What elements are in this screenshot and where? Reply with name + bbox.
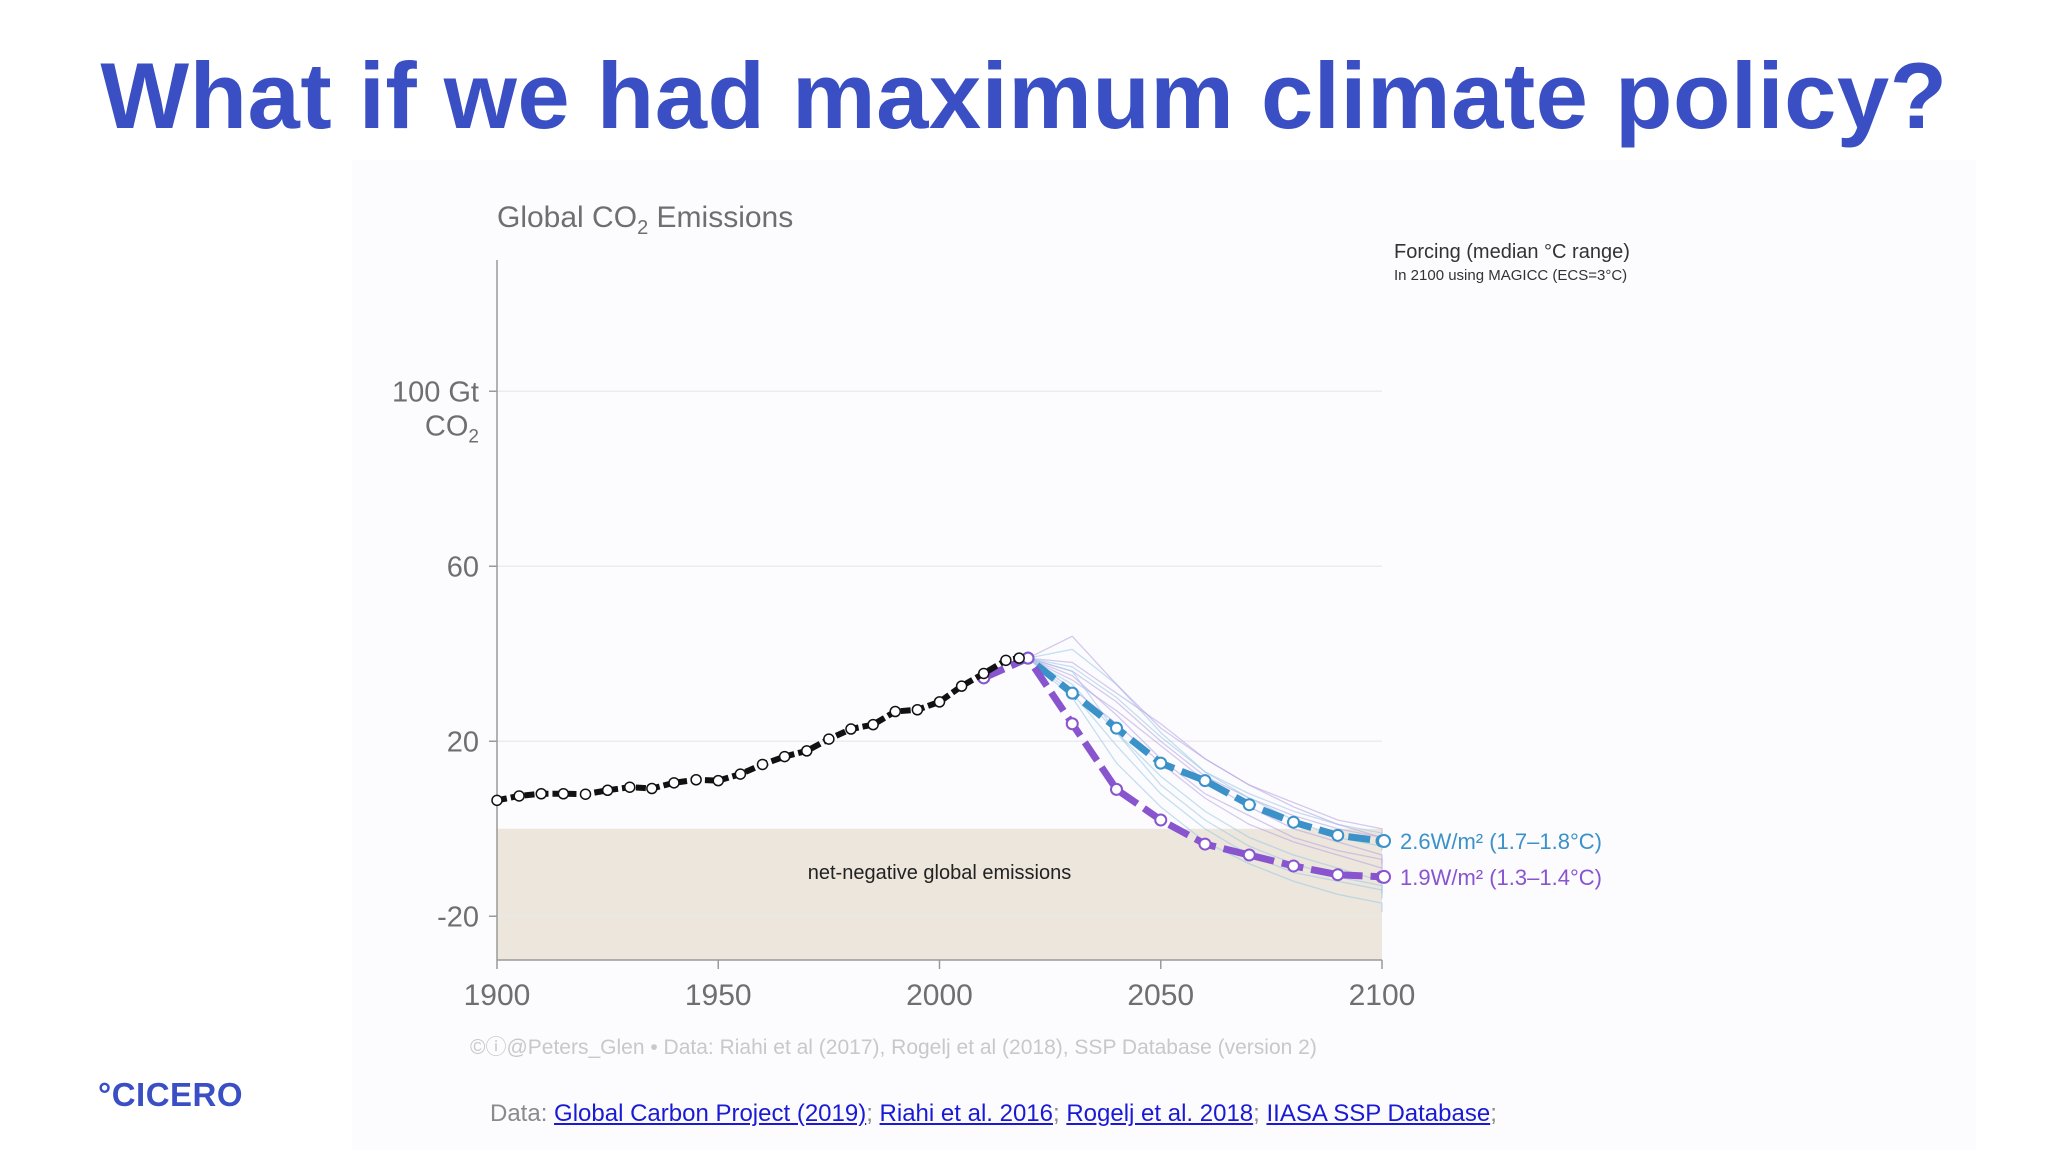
y-tick-label: 60 <box>447 551 479 583</box>
series-point <box>1331 828 1345 842</box>
series-point <box>1110 721 1123 735</box>
scenario-trace <box>1027 657 1383 899</box>
scenario-trace <box>1027 657 1383 847</box>
link-iiasa-ssp-database[interactable]: IIASA SSP Database <box>1266 1100 1491 1127</box>
historical-point <box>601 784 614 796</box>
link-rogelj-2018[interactable]: Rogelj et al. 2018 <box>1066 1100 1254 1127</box>
x-tick-label: 1900 <box>464 979 531 1012</box>
series-end-marker <box>1377 834 1391 848</box>
historical-point <box>911 704 924 716</box>
historical-point <box>933 696 946 708</box>
historical-point <box>778 750 791 763</box>
historical-point <box>889 705 901 718</box>
historical-point <box>734 768 747 780</box>
scenario-trace <box>1027 635 1383 838</box>
series-point <box>1065 686 1079 700</box>
chart-title: Global CO2 Emissions <box>497 201 793 239</box>
y-unit-label: 100 Gt <box>392 376 479 408</box>
separator: ; <box>866 1100 880 1127</box>
x-tick-label: 1950 <box>685 979 752 1012</box>
legend-title: Forcing (median °C range) <box>1394 241 1630 263</box>
series-point <box>1198 837 1212 851</box>
series-point <box>1065 717 1079 731</box>
series-point <box>1242 848 1256 862</box>
scenario-trace <box>1027 648 1383 851</box>
historical-point <box>845 723 857 735</box>
net-negative-region <box>497 828 1382 960</box>
legend-subtitle: In 2100 using MAGICC (ECS=3°C) <box>1394 267 1627 284</box>
series-point <box>1287 859 1300 873</box>
series-layer <box>491 651 1391 884</box>
y-tick-label: -20 <box>437 901 479 933</box>
data-source-line: Data: Global Carbon Project (2019); Riah… <box>490 1100 1497 1128</box>
series-point <box>1242 798 1256 812</box>
net-negative-label: net-negative global emissions <box>808 862 1072 884</box>
data-source-prefix: Data: <box>490 1100 555 1127</box>
historical-point <box>712 774 724 787</box>
link-riahi-2016[interactable]: Riahi et al. 2016 <box>879 1100 1053 1127</box>
chart-panel: 60 20 -20 100 Gt CO2 1900 1950 2000 2050 2100 Glob… <box>352 160 1976 1150</box>
series-line-1 <box>982 654 1383 881</box>
series-point <box>1287 815 1300 829</box>
data-source-suffix: ; <box>1490 1100 1497 1127</box>
x-tick-label: 2000 <box>906 979 973 1012</box>
historical-point <box>646 782 658 795</box>
y-tick-label: 20 <box>447 726 479 758</box>
series-point <box>1154 756 1168 770</box>
historical-point <box>624 781 636 793</box>
series-end-marker <box>1377 869 1391 884</box>
historical-point <box>978 667 990 680</box>
series-line-0 <box>982 654 1383 845</box>
historical-point <box>491 794 503 807</box>
historical-point <box>535 788 547 800</box>
axes-layer <box>489 260 1383 969</box>
historical-point <box>557 788 570 800</box>
historical-point <box>867 718 879 731</box>
historical-point <box>823 733 835 745</box>
scenario-trace <box>1027 657 1383 842</box>
historical-point <box>955 680 968 692</box>
x-tick-label: 2100 <box>1349 979 1416 1012</box>
historical-point <box>513 790 525 802</box>
slide-title: What if we had maximum climate policy? <box>100 43 1948 148</box>
historical-point <box>579 788 592 800</box>
series-point <box>1331 868 1345 882</box>
historical-point <box>756 758 769 771</box>
series-label: 2.6W/m² (1.7–1.8°C) <box>1400 829 1602 854</box>
series-point <box>1154 813 1168 827</box>
scenario-trace <box>1027 657 1383 895</box>
credit-label: ©ⓘ@Peters_Glen • Data: Riahi et al (2017… <box>470 1036 1317 1059</box>
x-tick-label: 2050 <box>1127 979 1194 1012</box>
cicero-logo: °CICERO <box>98 1076 244 1113</box>
series-point <box>1110 782 1123 796</box>
historical-point <box>690 774 702 786</box>
link-global-carbon-project[interactable]: Global Carbon Project (2019) <box>554 1100 867 1127</box>
historical-point <box>1013 652 1025 664</box>
historical-point <box>668 777 680 789</box>
separator: ; <box>1253 1100 1267 1127</box>
historical-point <box>1000 654 1012 667</box>
series-point <box>1198 774 1212 788</box>
series-label: 1.9W/m² (1.3–1.4°C) <box>1400 865 1602 890</box>
separator: ; <box>1053 1100 1067 1127</box>
historical-line <box>496 655 1020 804</box>
scenario-trace <box>1027 657 1383 842</box>
y-unit-label: CO2 <box>425 410 479 447</box>
historical-point <box>801 745 813 757</box>
